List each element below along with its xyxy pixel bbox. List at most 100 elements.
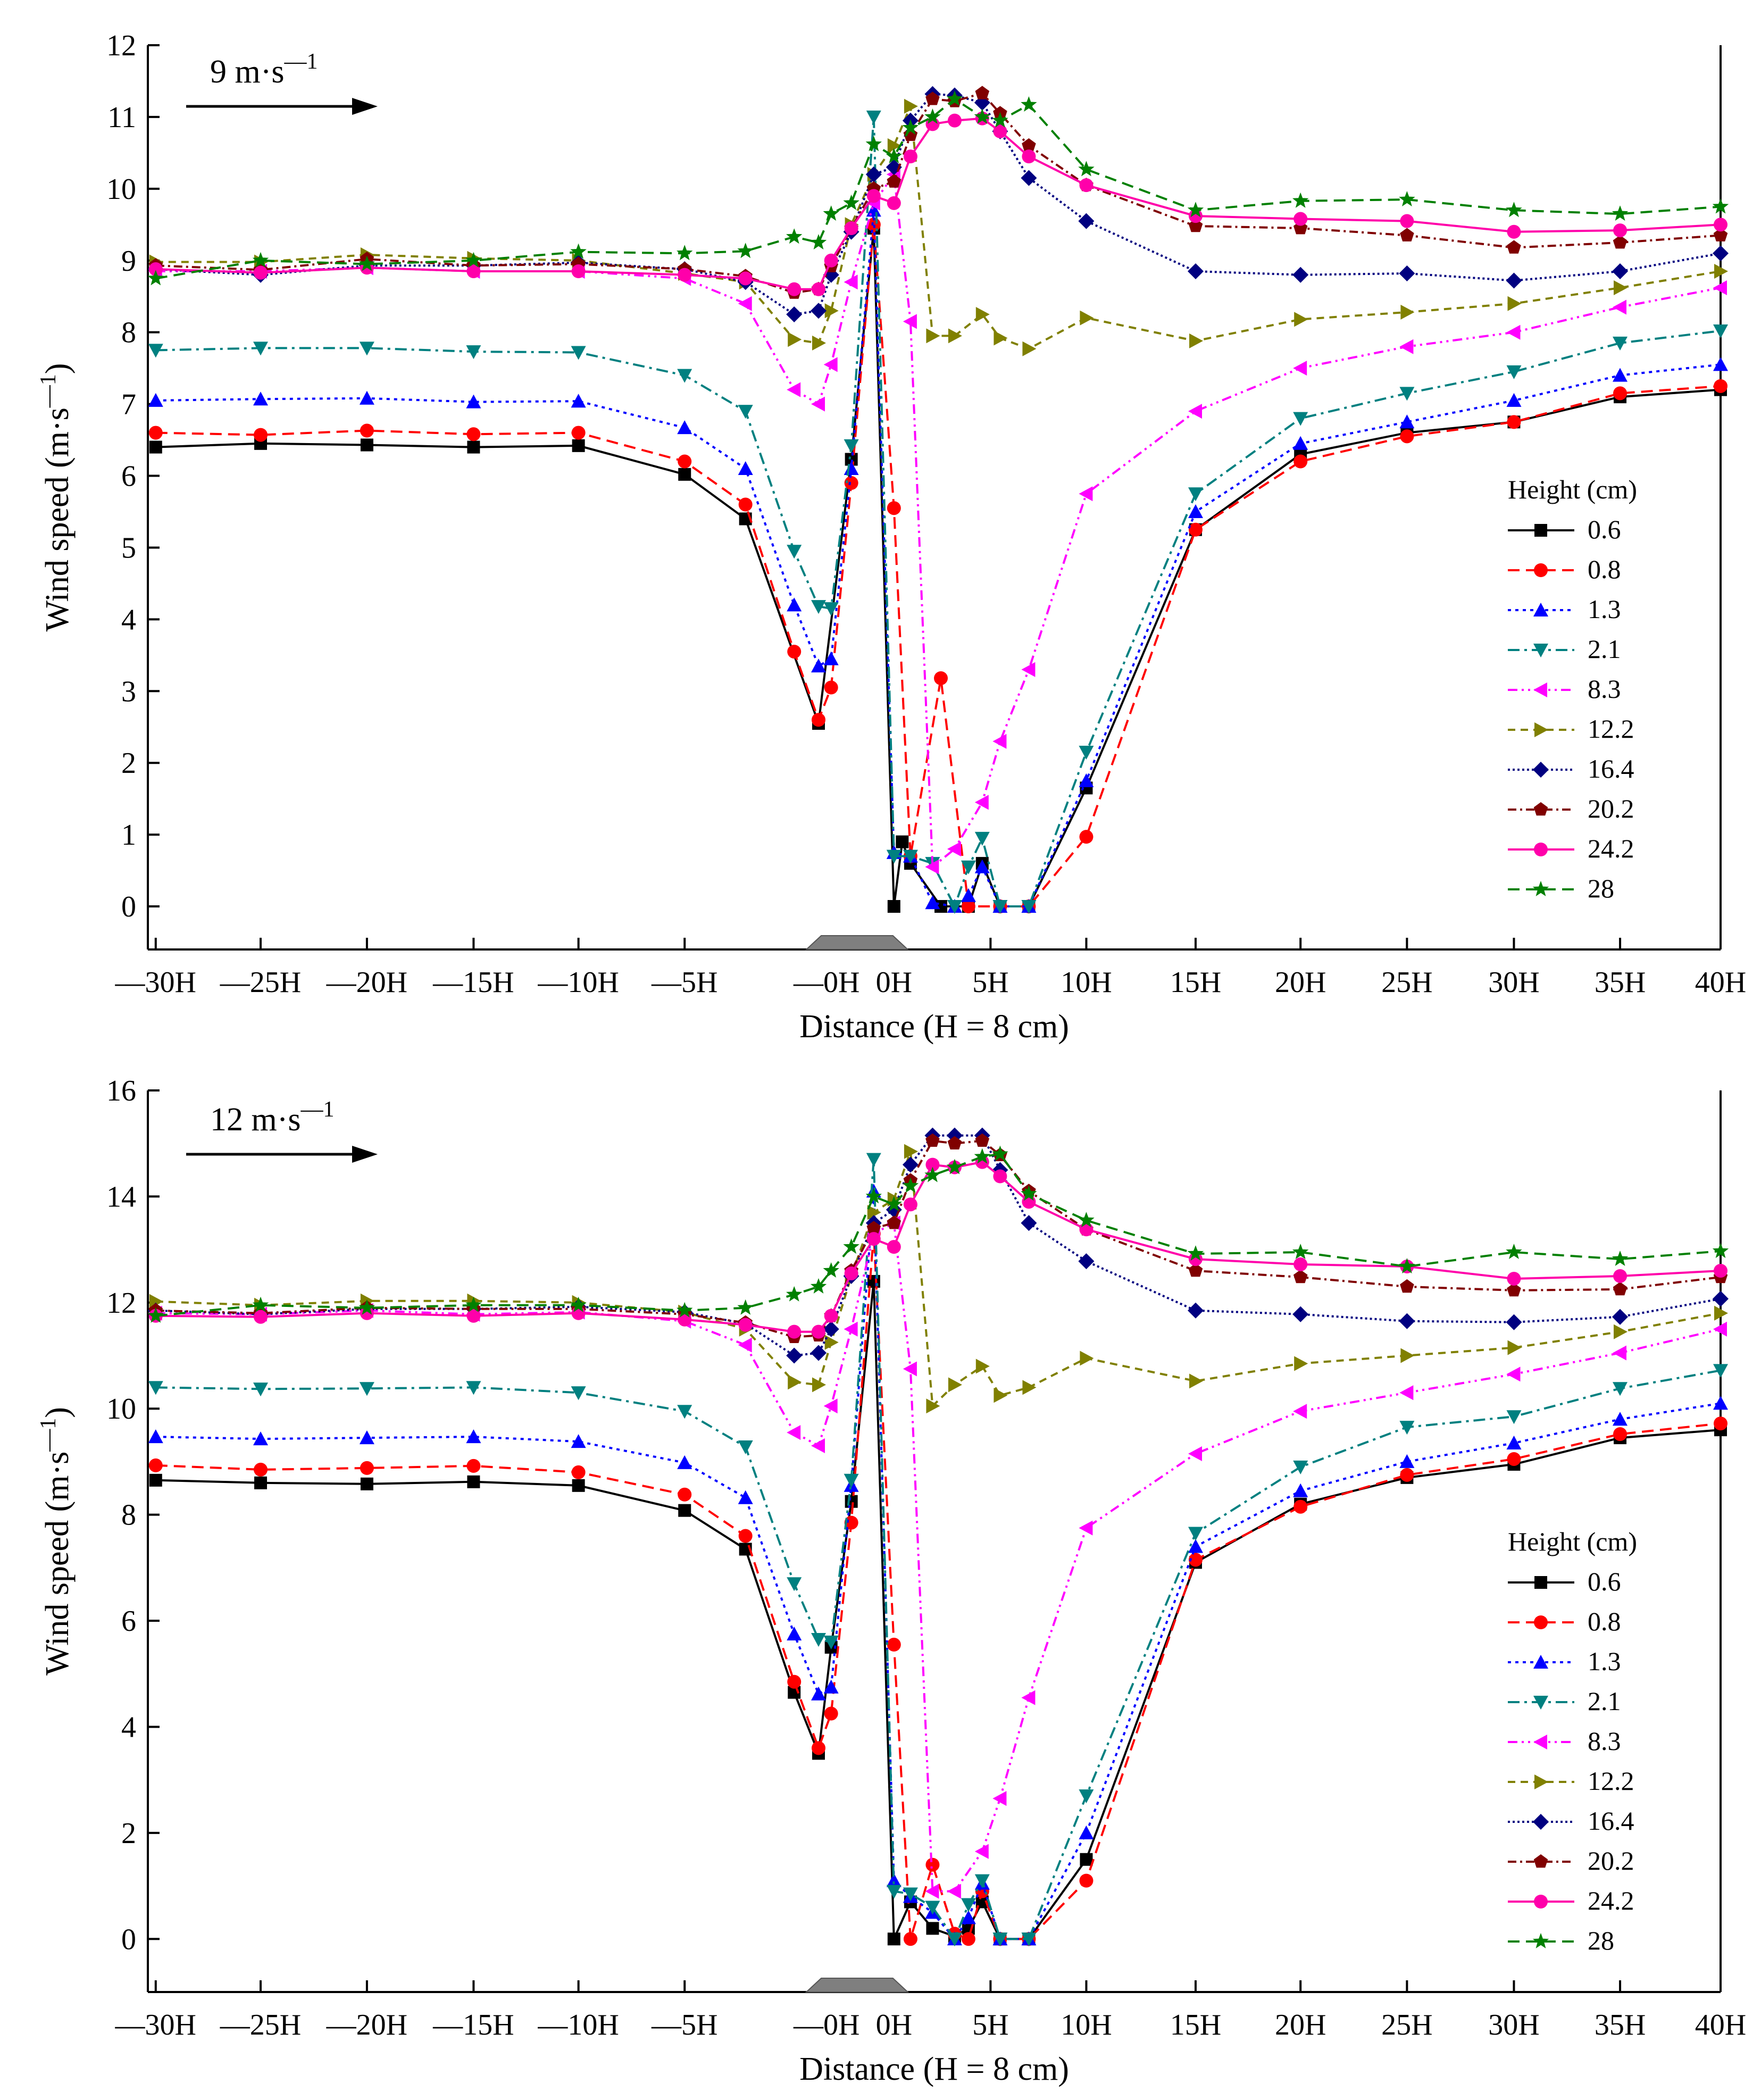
data-point-28 [865,136,882,152]
data-point-0.8 [1613,386,1628,401]
data-point-28 [1187,1245,1204,1261]
data-point-12.2 [1080,310,1094,326]
data-point-1.3 [823,651,839,665]
data-point-0.8 [925,1857,940,1872]
data-point-8.3 [738,296,752,311]
data-point-2.1 [738,405,753,419]
data-point-28 [252,1296,269,1312]
data-point-2.1 [787,545,802,559]
data-point-28 [974,108,990,124]
x-tick-label: 30H [1488,966,1539,999]
data-point-8.3 [1188,404,1202,419]
data-point-1.3 [1188,504,1203,518]
data-point-8.3 [1399,339,1414,354]
legend-label: 28 [1588,873,1614,903]
data-point-24.2 [887,1240,901,1254]
data-point-0.8 [811,1741,825,1755]
data-point-28 [677,1302,693,1318]
data-point-0.6 [926,1922,939,1935]
data-point-1.3 [1399,414,1415,429]
x-axis-title: Distance (H = 8 cm) [799,2051,1069,2087]
data-point-0.8 [466,427,481,441]
legend-label: 16.4 [1588,754,1634,784]
data-point-20.2 [1713,228,1728,241]
data-point-2.1 [466,1381,481,1395]
data-point-1.3 [677,1455,692,1469]
data-point-0.8 [903,1932,917,1946]
data-point-24.2 [824,1309,838,1323]
data-point-20.2 [1188,219,1203,232]
data-point-16.4 [1506,1314,1522,1330]
x-tick-label: 20H [1275,966,1326,999]
series-1.3 [148,1184,1728,1946]
data-point-12.2 [788,1374,802,1390]
data-point-0.8 [1188,522,1203,537]
series-line-1.3 [155,1191,1721,1941]
legend-label: 20.2 [1588,1846,1634,1876]
data-point-12.2 [994,1388,1008,1403]
inflow-arrow-icon [352,98,378,115]
series-line-2.1 [155,116,1721,910]
data-point-28 [1187,202,1204,218]
data-point-0.8 [844,1515,858,1530]
data-point-28 [1506,202,1522,218]
data-point-2.1 [811,1633,826,1647]
data-point-24.2 [466,264,481,278]
data-point-8.3 [1021,1690,1036,1705]
x-tick-label: 15H [1170,2009,1221,2041]
x-tick-label: —25H [220,2009,301,2041]
data-point-20.2 [975,86,990,99]
data-point-8.3 [1613,1345,1626,1361]
x-tick-label: —25H [220,966,301,999]
y-tick-label: 14 [106,1180,136,1213]
data-point-1.3 [1713,1396,1728,1410]
data-point-16.4 [786,306,803,322]
data-point-20.2 [887,174,902,188]
data-point-20.2 [1507,240,1521,254]
data-point-8.3 [1613,299,1626,315]
legend-title: Height (cm) [1508,474,1637,504]
data-point-28 [1021,96,1037,112]
data-point-16.4 [1292,1306,1309,1322]
data-point-0.8 [787,645,802,659]
data-point-24.2 [1507,1271,1521,1286]
data-point-24.2 [787,1324,802,1339]
data-point-16.4 [902,1156,919,1173]
data-point-28 [946,1159,963,1174]
inflow-speed-label: 12 m·s—1 [210,1097,335,1138]
data-point-8.3 [947,841,961,857]
data-point-2.1 [1399,387,1415,401]
data-point-28 [843,194,859,210]
data-point-12.2 [975,1359,990,1374]
data-point-12.2 [1294,1356,1308,1371]
data-point-28 [902,119,919,135]
data-point-8.3 [1188,1446,1202,1461]
data-point-1.3 [925,895,940,910]
data-point-16.4 [823,1321,839,1337]
data-point-28 [810,1278,827,1294]
data-point-28 [1292,1244,1309,1259]
x-tick-label: —20H [326,966,407,999]
data-point-24.2 [947,113,962,128]
x-tick-label: —15H [432,2009,514,2041]
data-point-1.3 [1506,1436,1522,1449]
data-point-24.2 [1613,223,1628,238]
data-point-2.1 [947,900,962,914]
data-point-2.1 [974,1874,990,1888]
data-point-legend-12.2 [1534,1774,1548,1789]
data-point-1.3 [1506,393,1522,407]
data-point-2.1 [1293,1460,1308,1474]
data-point-0.8 [571,1465,586,1479]
data-point-legend-1.3 [1533,603,1548,616]
data-point-8.3 [787,1425,801,1440]
legend-label: 24.2 [1588,1886,1634,1915]
y-tick-label: 6 [121,460,136,493]
series-line-16.4 [155,1134,1721,1357]
obstacle-shape [805,935,909,950]
data-point-2.1 [974,831,990,846]
data-point-0.8 [360,1461,374,1475]
data-point-24.2 [903,1197,917,1212]
y-tick-label: 4 [121,1711,136,1744]
data-point-legend-8.3 [1533,1735,1547,1749]
